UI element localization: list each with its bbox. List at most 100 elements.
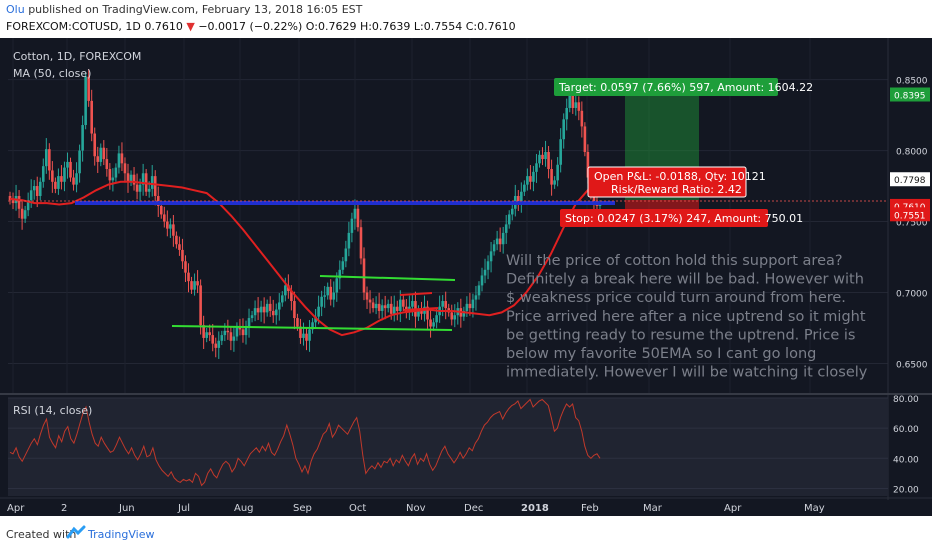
candle-body [323, 295, 326, 297]
candle-body [138, 184, 142, 192]
candle-body [60, 176, 63, 182]
candle-body [501, 232, 505, 245]
candle-body [69, 161, 72, 178]
candle-body [395, 306, 399, 311]
candle-body [271, 310, 275, 316]
candle-body [262, 306, 266, 313]
rsi-grid [8, 397, 888, 489]
candle-body [163, 214, 166, 222]
candle-body [383, 305, 387, 309]
footer: Created with TradingView [0, 516, 932, 550]
candle-body [202, 325, 205, 338]
candle-body [81, 125, 84, 151]
candle-body [523, 184, 526, 192]
candle-body [229, 332, 233, 341]
candle-body [51, 170, 54, 182]
time-tick-label: Aug [234, 503, 254, 514]
rsi-scale-ticks: 20.00 40.00 60.00 80.00 [893, 395, 919, 495]
time-axis[interactable]: Apr 2 Jun Jul Aug Sep Oct Nov Dec 2018 Feb Mar Apr Ma… [7, 503, 825, 514]
time-tick-label: Jul [177, 503, 190, 514]
candle-body [190, 281, 193, 290]
candle-body [462, 310, 466, 317]
candle-body [435, 315, 438, 323]
candle-body [238, 326, 242, 330]
candle-body [392, 306, 396, 314]
candle-body [153, 176, 157, 196]
candle-body [38, 181, 42, 196]
candle-body [129, 174, 133, 182]
candle-body [365, 292, 369, 300]
time-tick-label: 2 [61, 503, 67, 514]
candle-body [356, 208, 360, 228]
candle-body [277, 302, 281, 310]
candle-body [108, 169, 112, 181]
time-tick-label: Nov [406, 503, 426, 514]
candle-body [26, 200, 30, 211]
candle-body [550, 169, 553, 185]
price-tick-label: 0.8000 [896, 148, 928, 158]
candle-body [399, 299, 402, 311]
ohlc-values: O:0.7629 H:0.7639 L:0.7554 C:0.7610 [305, 20, 516, 33]
candle-body [326, 286, 329, 296]
candle-body [468, 303, 472, 309]
candle-body [111, 177, 115, 181]
candle-body [341, 261, 345, 270]
candle-body [114, 167, 118, 178]
candle-body [63, 167, 66, 182]
candle-body [20, 208, 24, 219]
candle-body [250, 315, 254, 319]
chart-area[interactable]: Cotton, 1D, FOREXCOM MA (50, close) Targ… [0, 38, 932, 516]
candle-body [371, 302, 375, 309]
annotation-note[interactable]: Will the price of cotton hold this suppo… [506, 253, 868, 381]
candle-body [556, 164, 559, 181]
publish-text: published on TradingView.com, February 1… [28, 3, 363, 16]
note-line: be getting ready to resume the uptrend. … [506, 327, 855, 343]
channel-lower-line [171, 325, 453, 331]
candle-body [41, 166, 45, 182]
price-tick-label: 0.8500 [896, 77, 928, 87]
target-label: Target: 0.0597 (7.66%) 597, Amount: 1604… [558, 81, 813, 94]
candle-body [90, 100, 93, 134]
candle-body [156, 195, 160, 206]
candle-body [184, 261, 187, 273]
candle-body [489, 251, 493, 262]
time-tick-label: Dec [464, 503, 483, 514]
pl-label-box[interactable] [587, 166, 747, 198]
price-tag-label: 0.8395 [894, 91, 926, 101]
time-tick-label: Oct [349, 503, 366, 514]
candle-body [211, 335, 215, 344]
candle-body [453, 315, 457, 320]
candle-body [580, 110, 584, 127]
symbol-name: FOREXCOM:COTUSD, 1D [6, 20, 141, 33]
author-link[interactable]: Olu [6, 3, 25, 16]
candle-body [35, 186, 39, 196]
candle-body [135, 184, 139, 192]
candle-body [486, 261, 490, 270]
stop-label-box[interactable] [560, 209, 768, 227]
candle-body [102, 147, 106, 160]
candle-body [241, 329, 245, 336]
price-chart-svg[interactable]: Cotton, 1D, FOREXCOM MA (50, close) Targ… [0, 38, 932, 516]
candle-body [483, 269, 487, 276]
stop-label: Stop: 0.0247 (3.17%) 247, Amount: 750.01 [565, 212, 803, 225]
candle-body [586, 151, 590, 178]
target-label-box[interactable] [554, 78, 778, 96]
candle-body [517, 195, 520, 202]
candle-body [17, 195, 21, 209]
candle-body [574, 102, 578, 108]
candle-body [320, 296, 323, 307]
last-price: 0.7610 [144, 20, 183, 33]
candle-body [498, 238, 502, 245]
candle-body [259, 306, 263, 313]
candle-body [32, 186, 36, 191]
candle-body [159, 205, 163, 215]
tradingview-brand-link[interactable]: TradingView [88, 528, 155, 541]
time-tick-label: Sep [293, 503, 312, 514]
candle-body [477, 285, 481, 296]
price-change: −0.0017 (−0.22%) [198, 20, 303, 33]
candle-body [583, 126, 587, 152]
candle-body [187, 272, 190, 282]
candle-body [311, 322, 314, 330]
candle-body [178, 244, 181, 250]
